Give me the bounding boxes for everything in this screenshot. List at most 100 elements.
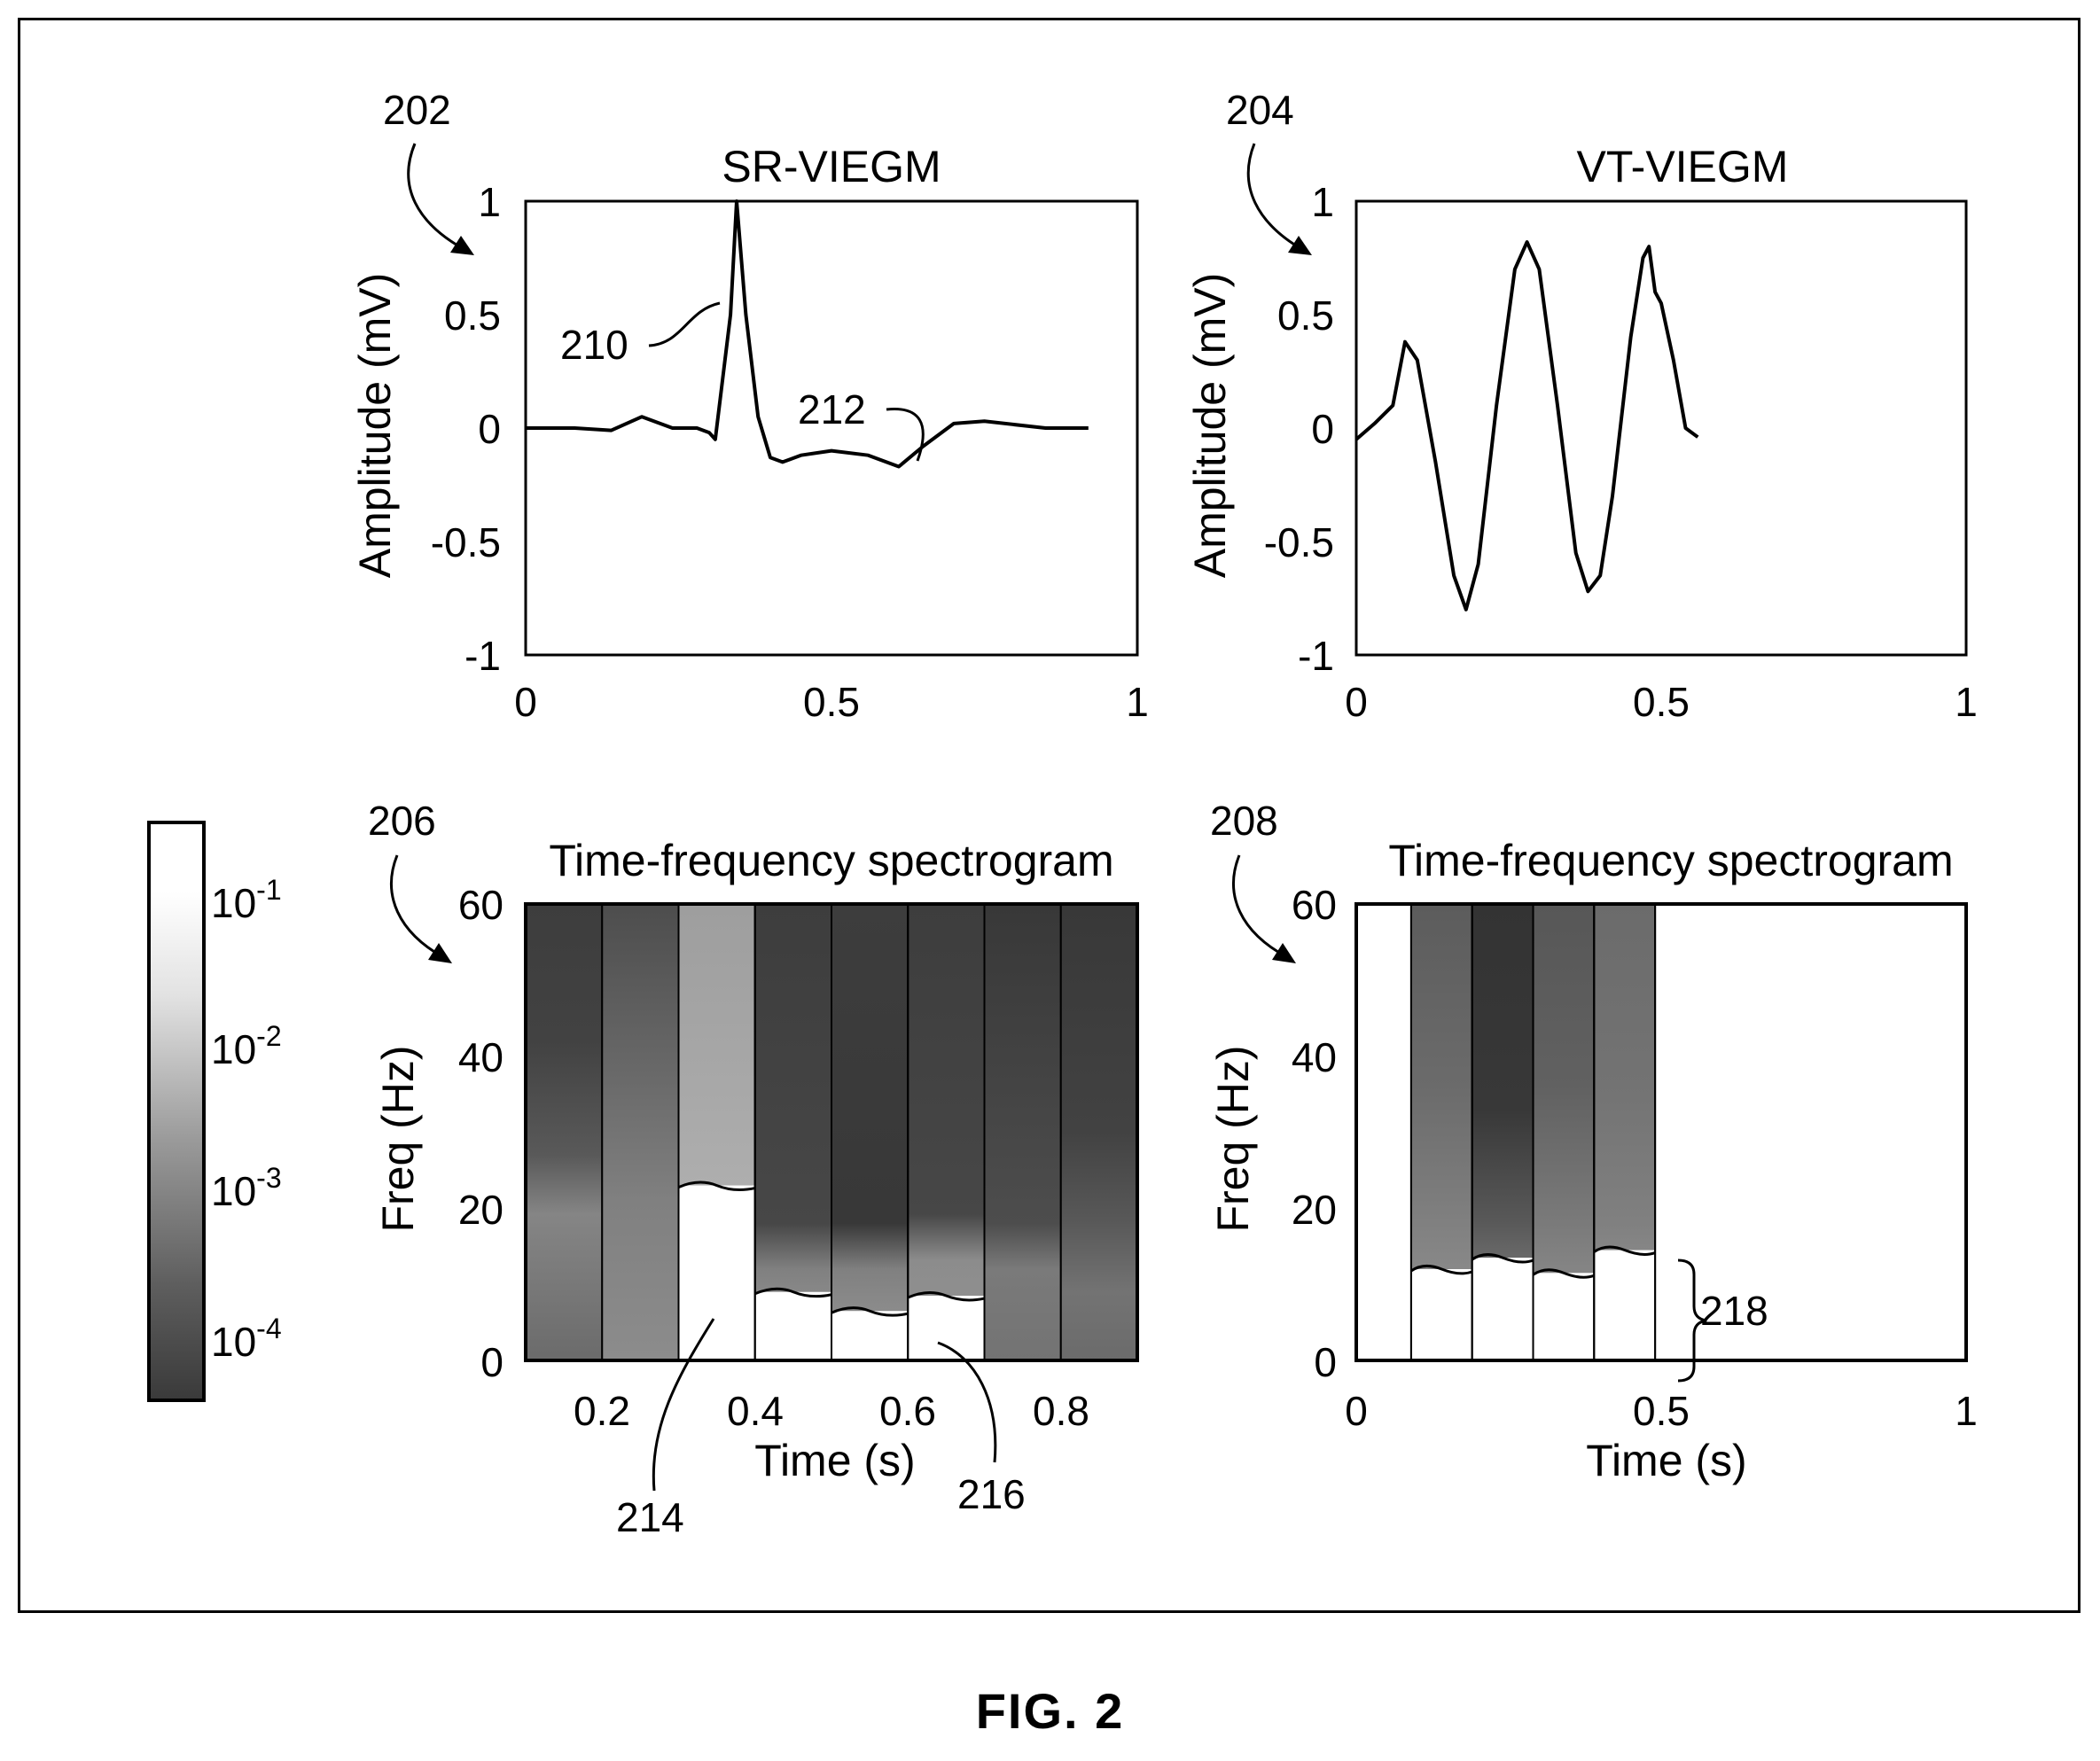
- y-tick-label: 0: [480, 1339, 504, 1385]
- ref-arrow-208: [1232, 854, 1288, 959]
- spectrogram-cells: [1409, 903, 1657, 1361]
- y-tick-label: 0.5: [444, 292, 501, 339]
- ref-arrowhead-204: [1288, 236, 1312, 255]
- high-power-region: [1595, 1250, 1655, 1360]
- y-tick-label: -0.5: [1264, 519, 1334, 565]
- ref-label-202: 202: [383, 87, 451, 133]
- x-ticks: 0 0.5 1: [1345, 1388, 1978, 1434]
- y-tick-label: 40: [458, 1034, 504, 1080]
- y-axis-label: Freq (Hz): [373, 1045, 423, 1232]
- figure-frame: [18, 18, 2080, 1613]
- x-axis-label: Time (s): [754, 1436, 915, 1485]
- x-tick-label: 0.8: [1033, 1388, 1089, 1434]
- leader-212: [886, 408, 925, 462]
- contour-line: [1532, 1268, 1595, 1279]
- y-axis-label: Amplitude (mV): [350, 273, 400, 579]
- plot-frame: [524, 199, 1139, 657]
- y-tick-label: 60: [458, 882, 504, 928]
- chart-title: Time-frequency spectrogram: [1388, 836, 1953, 885]
- plot-frame: [1354, 902, 1968, 1362]
- contour-line: [1410, 1265, 1473, 1275]
- bracket-218: [1677, 1258, 1707, 1383]
- y-tick-label: 20: [458, 1187, 504, 1233]
- high-power-region: [1534, 1273, 1594, 1360]
- x-ticks: 0.2 0.4 0.6 0.8: [574, 1388, 1089, 1434]
- plot-frame: [524, 902, 1139, 1362]
- y-tick-label: 60: [1292, 882, 1337, 928]
- ref-label-206: 206: [368, 798, 436, 844]
- spectrogram-column: [1059, 903, 1138, 1361]
- figure-caption: FIG. 2: [975, 1683, 1125, 1739]
- y-tick-label: -0.5: [431, 519, 501, 565]
- panel-vt-viegm: 204 VT-VIEGM Amplitude (mV) 0 0.5 1 1 0.…: [1185, 87, 1978, 725]
- contour-line: [831, 1306, 909, 1317]
- y-tick-label: 0: [1314, 1339, 1337, 1385]
- colorbar-label-3: 10-3: [211, 1162, 282, 1214]
- spectrogram-column: [983, 903, 1062, 1361]
- chart-title: VT-VIEGM: [1577, 142, 1789, 191]
- spectrogram-column: [525, 903, 604, 1361]
- contour-line: [907, 1291, 985, 1302]
- contour-line: [1471, 1253, 1534, 1264]
- spectrogram-column: [907, 903, 986, 1361]
- high-power-region: [1472, 1258, 1533, 1360]
- ref-label-208: 208: [1210, 798, 1278, 844]
- chart-title: Time-frequency spectrogram: [549, 836, 1113, 885]
- x-ticks: 0 0.5 1: [514, 679, 1149, 725]
- x-tick-label: 0.5: [803, 679, 860, 725]
- ref-arrowhead-206: [428, 943, 452, 963]
- contour-line: [1593, 1245, 1656, 1256]
- ref-arrowhead-202: [450, 236, 474, 255]
- x-tick-label: 1: [1126, 679, 1149, 725]
- high-power-region: [755, 1291, 831, 1360]
- x-tick-label: 0: [514, 679, 537, 725]
- ref-label-214: 214: [616, 1494, 684, 1540]
- colorbar-label-4: 10-4: [211, 1313, 282, 1365]
- colorbar-gradient: [147, 821, 206, 1402]
- sr-trace-line: [526, 199, 1089, 469]
- ref-arrow-206: [390, 854, 444, 959]
- x-axis-label: Time (s): [1586, 1436, 1746, 1485]
- x-tick-label: 0.5: [1633, 679, 1690, 725]
- panel-vt-spectrogram: 208 Time-frequency spectrogram Freq (Hz)…: [1208, 798, 1978, 1485]
- y-tick-label: 0: [478, 406, 501, 452]
- panel-sr-spectrogram: 206 Time-frequency spectrogram Freq (Hz)…: [368, 798, 1139, 1540]
- panel-sr-viegm: 202 SR-VIEGM Amplitude (mV) 0 0.5 1 1 0.…: [350, 87, 1149, 725]
- y-tick-label: 20: [1292, 1187, 1337, 1233]
- y-tick-label: 0: [1311, 406, 1334, 452]
- ref-label-212: 212: [798, 386, 866, 432]
- x-tick-label: 0: [1345, 1388, 1368, 1434]
- x-ticks: 0 0.5 1: [1345, 679, 1978, 725]
- spectrogram-column: [831, 903, 909, 1361]
- vt-trace-line: [1354, 240, 1699, 612]
- ref-arrow-202: [407, 143, 466, 252]
- x-tick-label: 0: [1345, 679, 1368, 725]
- y-tick-label: 40: [1292, 1034, 1337, 1080]
- contour-line: [677, 1180, 756, 1192]
- contour-line: [754, 1287, 832, 1298]
- x-tick-label: 1: [1955, 1388, 1978, 1434]
- spectrogram-column: [601, 903, 680, 1361]
- high-power-region: [909, 1296, 984, 1360]
- x-tick-label: 0.6: [879, 1388, 936, 1434]
- x-tick-label: 0.2: [574, 1388, 630, 1434]
- leader-216: [937, 1341, 997, 1463]
- ref-label-204: 204: [1226, 87, 1294, 133]
- ref-label-210: 210: [560, 322, 628, 368]
- ref-label-216: 216: [957, 1471, 1026, 1517]
- leader-210: [648, 301, 721, 347]
- y-ticks: 60 40 20 0: [458, 882, 504, 1385]
- high-power-region: [832, 1311, 908, 1360]
- y-axis-label: Amplitude (mV): [1185, 273, 1235, 579]
- leader-214: [652, 1318, 715, 1492]
- spectrogram-cells: [525, 903, 1138, 1361]
- colorbar-label-2: 10-2: [211, 1020, 282, 1072]
- x-tick-label: 1: [1955, 679, 1978, 725]
- y-tick-label: 1: [1311, 179, 1334, 225]
- ref-arrow-204: [1246, 143, 1304, 252]
- y-tick-label: -1: [1298, 633, 1334, 679]
- colorbar: 10-1 10-2 10-3 10-4: [147, 821, 282, 1402]
- x-tick-label: 0.4: [727, 1388, 784, 1434]
- y-ticks: 1 0.5 0 -0.5 -1: [431, 179, 501, 679]
